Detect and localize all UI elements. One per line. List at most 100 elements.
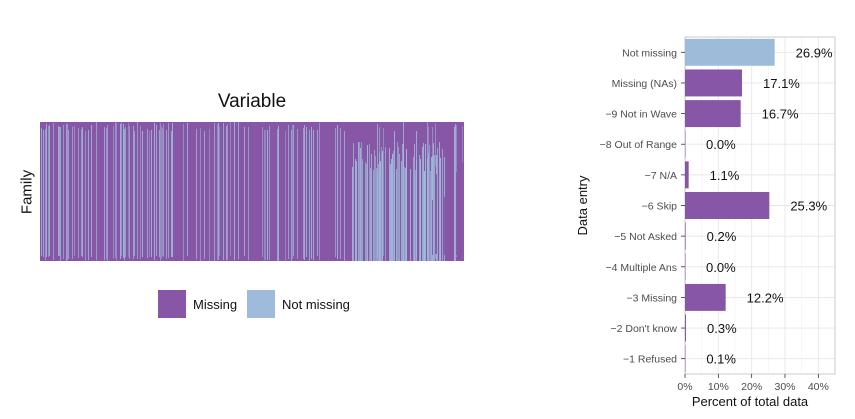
y-tick-label: −6 Skip	[642, 201, 677, 213]
heatmap-cell	[446, 216, 447, 257]
heatmap-cell	[278, 126, 279, 261]
heatmap-cell	[416, 160, 417, 261]
bar-value-label: 0.3%	[707, 321, 737, 336]
bar-value-label: 16.7%	[762, 107, 799, 122]
heatmap-cell	[399, 154, 400, 261]
heatmap-cell	[60, 127, 61, 261]
y-tick-label: Not missing	[622, 47, 677, 59]
heatmap-cell	[375, 156, 376, 261]
heatmap-cell	[142, 131, 143, 257]
heatmap-cell	[267, 130, 268, 260]
heatmap-cell	[376, 168, 377, 261]
heatmap-cell	[461, 217, 462, 258]
heatmap-cell	[46, 124, 47, 257]
heatmap-cell	[85, 131, 86, 261]
y-tick-label: Missing (NAs)	[612, 78, 677, 90]
heatmap-cell	[124, 129, 125, 260]
heatmap-cell	[367, 145, 368, 261]
bar	[685, 253, 686, 281]
heatmap-cell	[154, 123, 155, 260]
bar-value-label: 26.9%	[796, 45, 833, 60]
x-tick-label: 40%	[808, 381, 829, 393]
heatmap-cell	[427, 158, 428, 261]
heatmap-cell	[455, 124, 456, 261]
heatmap-cells	[41, 122, 464, 261]
heatmap-cell	[448, 163, 449, 255]
heatmap-cell	[374, 150, 375, 261]
heatmap-cell	[183, 124, 184, 261]
bar-value-label: 0.0%	[706, 260, 736, 275]
heatmap-cell	[406, 149, 407, 261]
heatmap-cell	[403, 144, 404, 261]
heatmap-cell	[45, 129, 46, 260]
heatmap-cell	[137, 122, 138, 259]
bar	[685, 161, 689, 189]
bar	[685, 69, 742, 97]
x-tick-label: 20%	[741, 381, 762, 393]
heatmap-cell	[244, 127, 245, 256]
heatmap-cell	[162, 128, 163, 256]
bar-value-label: 0.0%	[706, 137, 736, 152]
heatmap-cell	[379, 153, 380, 261]
heatmap-cell	[149, 131, 150, 257]
heatmap-cell	[344, 131, 345, 261]
heatmap-cell	[392, 154, 393, 261]
heatmap-cell	[447, 162, 448, 254]
heatmap-cell	[107, 125, 108, 261]
heatmap-cell	[43, 130, 44, 257]
y-tick-label: −4 Multiple Ans	[605, 262, 677, 274]
y-tick-label: −5 Not Asked	[614, 231, 677, 243]
heatmap-cell	[393, 151, 394, 261]
heatmap-cell	[424, 171, 425, 261]
heatmap-cell	[311, 127, 312, 259]
heatmap-cell	[156, 125, 157, 256]
heatmap-cell	[82, 127, 83, 257]
heatmap-cell	[306, 127, 307, 257]
heatmap-cell	[454, 127, 455, 261]
heatmap-cell	[163, 124, 164, 257]
heatmap-cell	[441, 193, 442, 255]
heatmap-cell	[293, 125, 294, 256]
heatmap-cell	[63, 125, 64, 259]
heatmap-cell	[340, 128, 341, 259]
x-axis-title: Percent of total data	[692, 394, 809, 409]
heatmap-cell	[377, 171, 378, 261]
heatmap-cell	[380, 161, 381, 261]
heatmap-cell	[171, 131, 172, 257]
heatmap-cell	[72, 127, 73, 259]
x-tick-label: 30%	[774, 381, 795, 393]
heatmap-cell	[123, 124, 124, 258]
heatmap-cell	[414, 144, 415, 261]
heatmap-cell	[366, 164, 367, 261]
heatmap-cell	[104, 127, 105, 260]
heatmap-cell	[209, 129, 210, 261]
heatmap-cell	[106, 128, 107, 259]
heatmap-cell	[391, 159, 392, 261]
heatmap-cell	[402, 144, 403, 261]
heatmap-cell	[53, 123, 54, 260]
bar	[685, 222, 686, 250]
heatmap-cell	[383, 128, 384, 256]
heatmap-cell	[214, 123, 215, 261]
legend-item-not-missing: Not missing	[247, 290, 350, 318]
heatmap-cell	[217, 124, 218, 260]
heatmap-cell	[362, 159, 363, 261]
heatmap-cell	[309, 130, 310, 261]
bars: 26.9% 17.1% 16.7% 0.0% 1.1% 25.3% 0.2% 0.0% 12.2…	[685, 38, 833, 373]
x-tick-label: 0%	[677, 381, 692, 393]
heatmap-cell	[410, 169, 411, 261]
heatmap-cell	[433, 143, 434, 261]
legend-label-missing: Missing	[193, 296, 238, 312]
heatmap-cell	[370, 168, 371, 261]
heatmap-cell	[134, 131, 135, 256]
bar	[685, 100, 741, 128]
heatmap-cell	[356, 161, 357, 261]
heatmap-cell	[430, 171, 431, 261]
heatmap-cell	[452, 168, 453, 257]
heatmap-cell	[297, 129, 298, 259]
heatmap-cell	[303, 128, 304, 259]
heatmap-cell	[419, 155, 420, 261]
heatmap-cell	[291, 130, 292, 261]
heatmap-cell	[463, 184, 464, 261]
y-tick-label: −8 Out of Range	[600, 139, 678, 151]
